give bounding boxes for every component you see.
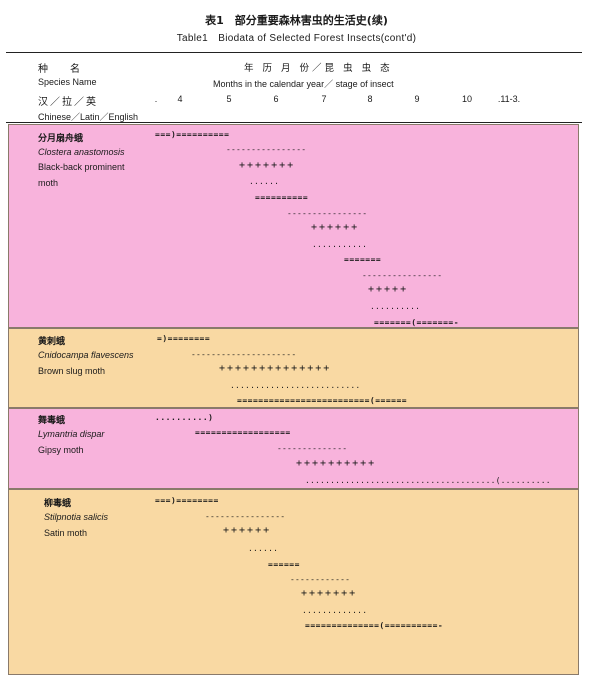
- species-band: [8, 408, 579, 489]
- month-label: 5: [226, 94, 232, 104]
- stage-mark-line: =======: [344, 255, 382, 264]
- header-months-en: Months in the calendar year／ stage of in…: [213, 79, 394, 89]
- stage-mark-line: ++++++: [311, 222, 360, 233]
- species-band: [8, 328, 579, 408]
- stage-mark-line: ......: [248, 544, 279, 553]
- stage-mark-line: .............: [302, 606, 368, 615]
- stage-mark-line: ===)========: [155, 496, 219, 505]
- month-label: .: [154, 94, 158, 104]
- stage-mark-line: ----------------: [362, 271, 443, 280]
- header-lang-cn: 汉／拉／英: [38, 97, 98, 108]
- stage-mark-line: =)========: [157, 334, 211, 343]
- stage-mark-line: ----------------: [226, 145, 307, 154]
- table-title-english: Table1 Biodata of Selected Forest Insect…: [176, 33, 417, 44]
- stage-mark-line: ++++++++++: [296, 458, 377, 469]
- stage-mark-line: ......: [249, 177, 280, 186]
- month-label: 6: [273, 94, 279, 104]
- month-label: 10: [461, 94, 472, 104]
- stage-mark-line: ..........): [155, 413, 214, 422]
- header-species-en: Species Name: [38, 77, 97, 87]
- header-lang-en: Chinese／Latin／English: [38, 112, 139, 122]
- stage-mark-line: --------------: [277, 444, 348, 453]
- table-title-chinese: 表1 部分重要森林害虫的生活史(续): [205, 14, 388, 27]
- species-name-en: Black-back prominent: [38, 162, 125, 172]
- month-label: 4: [177, 94, 183, 104]
- species-name-en: Brown slug moth: [38, 366, 106, 376]
- stage-mark-line: ..........................: [230, 381, 361, 390]
- stage-mark-line: ----------------: [205, 512, 286, 521]
- stage-mark-line: ==========: [255, 193, 309, 202]
- stage-mark-line: ==============(==========-: [305, 621, 444, 630]
- header-species-cn: 种 名: [38, 64, 86, 75]
- month-label: 7: [321, 94, 327, 104]
- species-band: [8, 489, 579, 675]
- species-name-en: moth: [38, 178, 59, 188]
- stage-mark-line: ......................................(.…: [305, 476, 551, 485]
- species-band: [8, 124, 579, 328]
- stage-mark-line: ++++++: [223, 525, 272, 536]
- stage-mark-line: ==================: [195, 428, 291, 437]
- stage-mark-line: ------------: [290, 575, 351, 584]
- species-name-en: Gipsy moth: [38, 445, 84, 455]
- month-label: 9: [414, 94, 420, 104]
- stage-mark-line: =======(=======-: [374, 318, 460, 327]
- stage-mark-line: ===)==========: [155, 130, 230, 139]
- stage-mark-line: ...........: [312, 240, 368, 249]
- species-name-latin: Clostera anastomosis: [38, 147, 125, 157]
- stage-mark-line: +++++++: [301, 588, 358, 599]
- species-name-en: Satin moth: [44, 528, 88, 538]
- header-top-rule: [6, 52, 582, 53]
- stage-mark-line: ======: [268, 560, 300, 569]
- header-bottom-rule: [6, 122, 582, 123]
- stage-mark-line: ---------------------: [191, 350, 297, 359]
- stage-mark-line: +++++++: [239, 160, 296, 171]
- species-name-cn: 黄刺蛾: [38, 337, 66, 347]
- stage-mark-line: =========================(======: [237, 396, 408, 405]
- stage-mark-line: ----------------: [287, 209, 368, 218]
- species-name-latin: Stilpnotia salicis: [44, 512, 109, 522]
- stage-mark-line: ..........: [370, 302, 421, 311]
- species-name-latin: Cnidocampa flavescens: [38, 350, 134, 360]
- species-name-latin: Lymantria dispar: [38, 429, 105, 439]
- header-months-cn: 年 历 月 份／昆 虫 虫 态: [244, 63, 393, 74]
- species-name-cn: 分月扇舟蛾: [38, 134, 84, 144]
- stage-mark-line: ++++++++++++++: [219, 363, 332, 374]
- month-label: .11-3.: [497, 94, 521, 104]
- stage-mark-line: +++++: [368, 284, 409, 295]
- species-name-cn: 柳毒蛾: [44, 499, 72, 509]
- species-name-cn: 舞毒蛾: [38, 416, 66, 426]
- month-label: 8: [367, 94, 373, 104]
